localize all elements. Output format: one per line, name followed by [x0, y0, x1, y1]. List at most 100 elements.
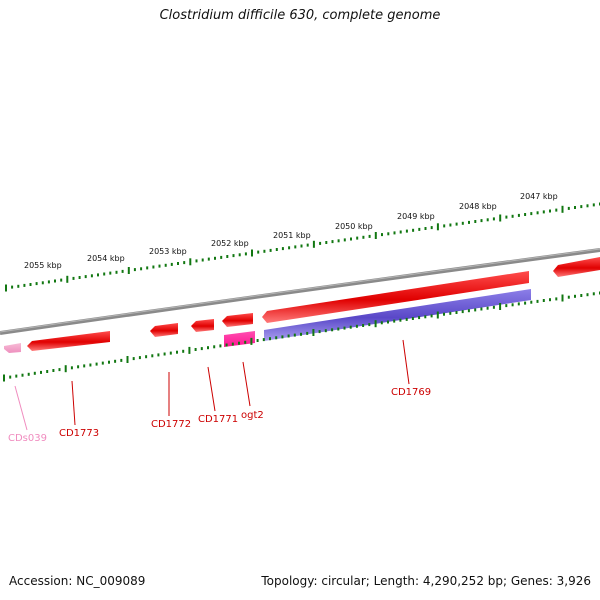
lower-track-minor-tick — [430, 314, 433, 318]
cds-ogt2-upper[interactable] — [222, 313, 253, 327]
lower-track-minor-tick — [362, 324, 365, 327]
upper-track-major-tick — [499, 214, 502, 222]
lower-track-minor-tick — [380, 321, 383, 325]
lower-track-minor-tick — [517, 302, 520, 306]
label-cd1769[interactable]: CD1769 — [391, 387, 431, 398]
cds-cd1769[interactable] — [262, 271, 529, 323]
upper-track-minor-tick — [586, 204, 589, 208]
label-cd1773[interactable]: CD1773 — [59, 428, 99, 439]
upper-track-minor-tick — [257, 250, 260, 254]
lower-track-minor-tick — [182, 349, 185, 353]
lower-track-minor-tick — [511, 303, 514, 307]
cds-cd1772[interactable] — [150, 323, 178, 337]
upper-track-minor-tick — [418, 227, 421, 231]
lower-track-minor-tick — [83, 364, 86, 368]
cds-right-edge[interactable] — [553, 257, 600, 277]
lower-track-major-tick — [3, 374, 5, 382]
lower-track-minor-tick — [256, 339, 259, 342]
upper-track-minor-tick — [54, 279, 56, 283]
label-cd1772[interactable]: CD1772 — [151, 419, 191, 430]
upper-track-major-tick — [5, 284, 7, 292]
lower-track-minor-tick — [89, 363, 92, 367]
lower-track-minor-tick — [530, 300, 533, 304]
scale-label-2050: 2050 kbp — [335, 222, 373, 231]
upper-track-minor-tick — [424, 227, 427, 230]
cds-cds039[interactable] — [4, 343, 21, 353]
upper-track-minor-tick — [337, 239, 340, 243]
upper-track-major-tick — [561, 205, 564, 213]
lower-track-major-tick — [126, 356, 129, 363]
lower-track-minor-tick — [536, 299, 539, 303]
cds-ogt2[interactable] — [224, 331, 255, 347]
upper-track-minor-tick — [319, 241, 322, 245]
upper-track-minor-tick — [542, 210, 545, 214]
upper-track-minor-tick — [78, 276, 81, 279]
lower-track-minor-tick — [114, 359, 117, 363]
lower-track-minor-tick — [368, 323, 371, 327]
forward-cds-features — [27, 257, 600, 351]
upper-track-minor-tick — [201, 258, 204, 262]
lower-track-major-tick — [374, 320, 377, 328]
lower-track-minor-tick — [293, 333, 296, 337]
lower-track-minor-tick — [95, 362, 98, 366]
upper-track-minor-tick — [164, 263, 167, 267]
upper-track-minor-tick — [567, 206, 570, 210]
upper-track-minor-tick — [455, 222, 458, 226]
lower-track-minor-tick — [275, 336, 278, 340]
upper-track-minor-tick — [356, 236, 359, 240]
upper-track-minor-tick — [294, 245, 297, 249]
lower-track-minor-tick — [219, 344, 222, 348]
lower-track-major-tick — [436, 311, 439, 319]
lower-track-minor-tick — [108, 360, 110, 364]
lower-track-minor-tick — [393, 319, 396, 323]
lower-track-minor-tick — [27, 372, 30, 376]
lower-track-minor-tick — [505, 304, 508, 308]
upper-track-minor-tick — [555, 208, 558, 212]
upper-track-minor-tick — [140, 267, 143, 271]
lower-track-minor-tick — [461, 310, 464, 314]
upper-track-minor-tick — [115, 270, 118, 274]
upper-track-major-tick — [374, 232, 377, 239]
lower-track-minor-tick — [449, 311, 452, 315]
upper-track-minor-tick — [29, 283, 32, 286]
lower-track-minor-tick — [269, 337, 271, 341]
lower-track-minor-tick — [200, 347, 203, 351]
upper-track-minor-tick — [41, 281, 44, 285]
lower-track-minor-tick — [287, 334, 290, 338]
upper-scale-track — [5, 202, 600, 292]
lower-track-minor-tick — [567, 295, 570, 299]
upper-track-minor-tick — [350, 237, 352, 241]
label-cd1771[interactable]: CD1771 — [198, 414, 238, 425]
lower-track-minor-tick — [163, 352, 166, 356]
lower-track-minor-tick — [58, 368, 61, 372]
upper-track-major-tick — [189, 258, 192, 266]
upper-track-minor-tick — [461, 221, 464, 225]
accession-text: Accession: NC_009089 — [9, 574, 146, 588]
upper-track-minor-tick — [226, 255, 229, 258]
upper-track-minor-tick — [133, 268, 136, 272]
lower-track-major-tick — [64, 365, 67, 373]
scale-label-2048: 2048 kbp — [459, 202, 497, 211]
upper-track-minor-tick — [288, 246, 291, 250]
genome-backbone-highlight — [0, 248, 600, 333]
lower-track-minor-tick — [387, 320, 389, 324]
lower-track-minor-tick — [580, 294, 583, 297]
lower-track-minor-tick — [15, 374, 18, 378]
lower-track-minor-tick — [411, 317, 414, 320]
cds-cd1769-blue[interactable] — [264, 289, 531, 341]
label-cds039[interactable]: CDs039 — [8, 433, 47, 444]
lower-track-minor-tick — [586, 293, 589, 297]
lower-track-minor-tick — [331, 328, 334, 332]
lower-track-minor-tick — [169, 351, 172, 355]
cds-cd1771[interactable] — [191, 319, 214, 332]
cds-cd1773[interactable] — [27, 331, 110, 351]
label-ogt2[interactable]: ogt2 — [241, 410, 264, 421]
lower-track-minor-tick — [21, 373, 24, 377]
upper-track-minor-tick — [412, 228, 415, 232]
lower-track-minor-tick — [157, 353, 160, 357]
lower-track-minor-tick — [207, 346, 209, 350]
upper-track-minor-tick — [368, 234, 371, 238]
scale-label-2047: 2047 kbp — [520, 192, 558, 201]
lower-track-minor-tick — [46, 370, 49, 373]
